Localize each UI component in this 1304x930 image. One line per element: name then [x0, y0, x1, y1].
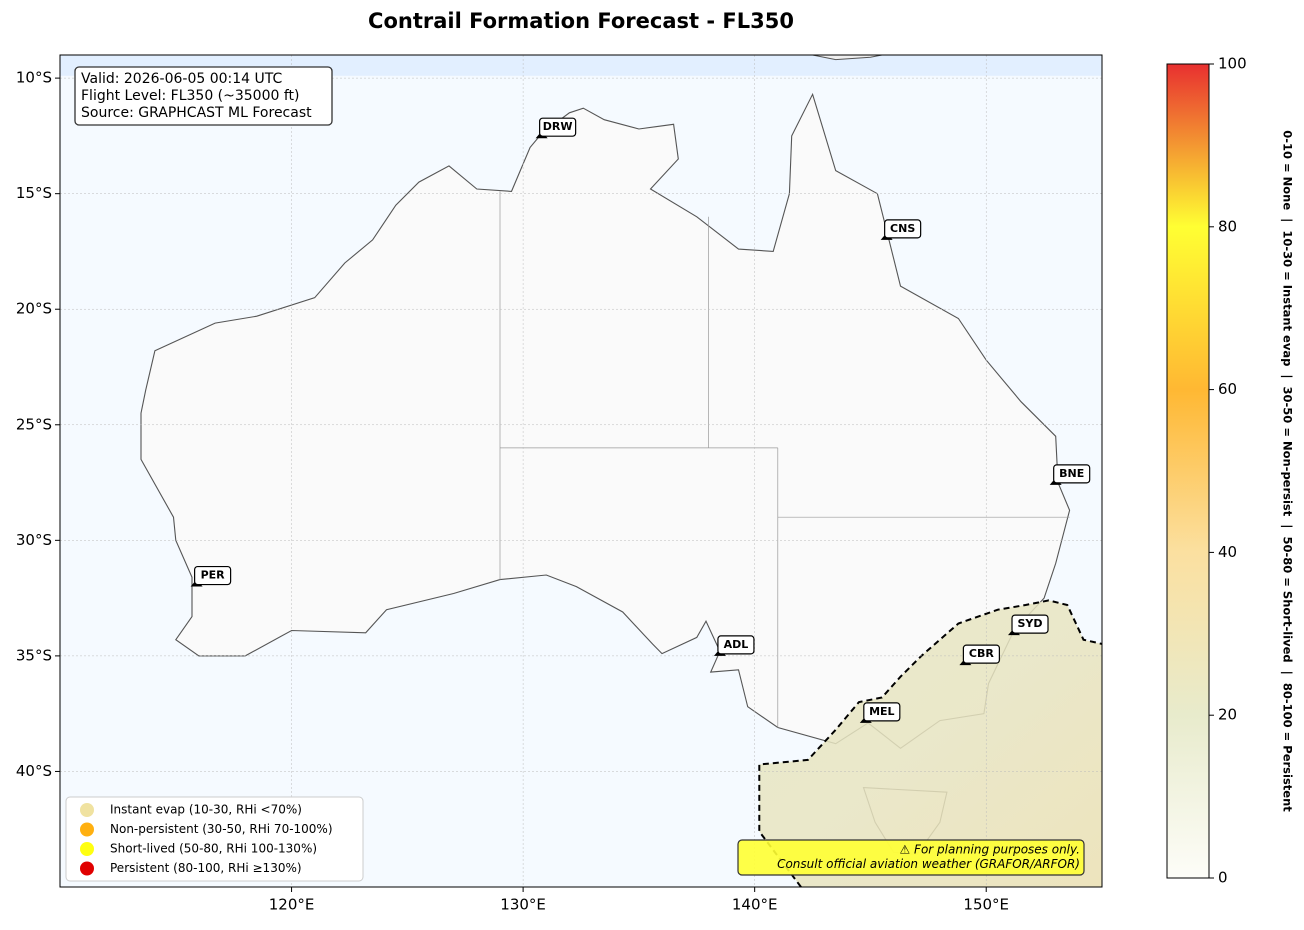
x-tick-label: 140°E	[732, 896, 778, 914]
airport-label: DRW	[543, 120, 573, 133]
colorbar-tick-label: 20	[1218, 706, 1237, 724]
title: Contrail Formation Forecast - FL350	[368, 9, 794, 33]
overlay-layer: 120°E 130°E 140°E 150°E 10°S 15°S 20°S 25°S 30°S…	[16, 55, 1295, 914]
colorbar-tick-label: 0	[1218, 869, 1228, 887]
x-tick-label: 150°E	[963, 896, 1009, 914]
info-line: Flight Level: FL350 (~35000 ft)	[81, 88, 300, 104]
colorbar	[1166, 63, 1210, 879]
legend-box	[65, 796, 364, 882]
airport-label-box	[1053, 464, 1091, 484]
legend-swatch	[80, 861, 94, 876]
legend-label: Persistent (80-100, RHi ≥130%)	[110, 861, 302, 875]
info-line: Valid: 2026-06-05 00:14 UTC	[81, 71, 282, 87]
warning-line: ⚠ For planning purposes only.	[900, 843, 1080, 857]
airport-label: BNE	[1059, 467, 1084, 480]
legend-swatch	[80, 842, 94, 856]
y-tick-label: 10°S	[16, 69, 52, 87]
airport-label: CNS	[890, 222, 915, 235]
airport-label: ADL	[724, 638, 749, 651]
y-tick-label: 15°S	[16, 184, 52, 202]
y-tick-label: 35°S	[16, 646, 52, 664]
airport-label-box	[717, 635, 755, 655]
colorbar-label: 0-10 = None | 10-30 = Instant evap | 30-…	[1281, 130, 1295, 812]
info-box	[74, 66, 333, 126]
colorbar-tick-label: 60	[1218, 380, 1237, 398]
colorbar-tick-label: 80	[1218, 217, 1237, 235]
warning-line: Consult official aviation weather (GRAFO…	[777, 857, 1080, 871]
airport-label-box	[1011, 614, 1049, 634]
legend-swatch	[80, 822, 94, 837]
legend-label: Instant evap (10-30, RHi <70%)	[110, 803, 302, 817]
airport-label-box	[884, 219, 922, 239]
papua-coast	[812, 55, 883, 61]
y-tick-label: 30°S	[16, 531, 52, 549]
airport-label: SYD	[1017, 617, 1042, 630]
airport-label-box	[539, 117, 577, 137]
info-line: Source: GRAPHCAST ML Forecast	[81, 105, 312, 121]
y-tick-label: 25°S	[16, 415, 52, 433]
x-tick-label: 130°E	[500, 896, 546, 914]
map-frame	[59, 54, 1103, 888]
legend-swatch	[80, 803, 94, 817]
x-tick-label: 120°E	[269, 896, 315, 914]
legend-label: Short-lived (50-80, RHi 100-130%)	[110, 842, 317, 856]
airport-label: MEL	[869, 705, 894, 718]
y-tick-label: 20°S	[16, 300, 52, 318]
y-tick-label: 40°S	[16, 762, 52, 780]
colorbar-tick-label: 40	[1218, 543, 1237, 561]
airport-label-box	[962, 644, 1000, 664]
contrail-zone	[759, 600, 1102, 887]
legend-label: Non-persistent (30-50, RHi 70-100%)	[110, 822, 333, 836]
airport-label-box	[863, 702, 901, 722]
map-layer	[60, 55, 1102, 887]
airport-label: PER	[201, 569, 226, 582]
airport-label: CBR	[969, 647, 994, 660]
colorbar-tick-label: 100	[1218, 55, 1247, 73]
airport-label-box	[194, 565, 232, 586]
warning-box	[737, 839, 1085, 876]
